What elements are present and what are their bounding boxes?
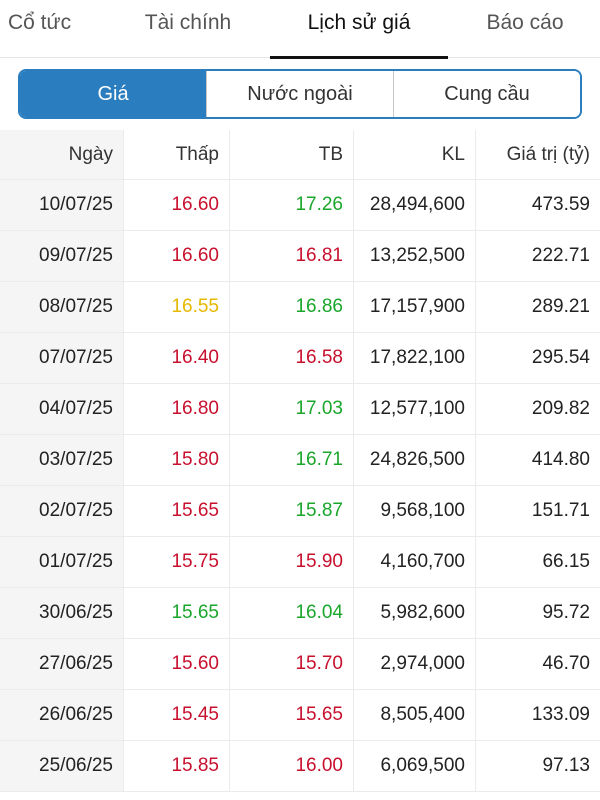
tab-dividends[interactable]: Cổ tức	[8, 11, 72, 34]
cell-volume: 13,252,500	[354, 231, 476, 281]
cell-average: 16.71	[230, 435, 354, 485]
cell-volume: 17,822,100	[354, 333, 476, 383]
cell-date: 08/07/25	[0, 282, 124, 332]
table-body: 10/07/25 16.60 17.26 28,494,600 473.59 09/07/…	[0, 180, 600, 792]
cell-average: 16.81	[230, 231, 354, 281]
cell-value: 473.59	[531, 194, 590, 215]
cell-average: 17.26	[230, 180, 354, 230]
cell-volume: 8,505,400	[354, 690, 476, 740]
cell-average: 16.58	[230, 333, 354, 383]
tab-reports[interactable]: Báo cáo	[486, 11, 564, 34]
cell-average: 15.90	[230, 537, 354, 587]
column-header-average: TB	[230, 130, 354, 179]
table-header-row: Ngày Thấp TB KL Giá trị (tỷ)	[0, 130, 600, 180]
table-row[interactable]: 26/06/25 15.45 15.65 8,505,400 133.09	[0, 690, 600, 741]
table-row[interactable]: 04/07/25 16.80 17.03 12,577,100 209.82	[0, 384, 600, 435]
cell-volume: 5,982,600	[354, 588, 476, 638]
cell-volume: 6,069,500	[354, 741, 476, 791]
cell-average: 17.03	[230, 384, 354, 434]
segmented-control: Giá Nước ngoài Cung cầu	[18, 69, 582, 119]
tab-price-history[interactable]: Lịch sử giá	[270, 0, 448, 59]
column-header-low: Thấp	[124, 130, 230, 179]
cell-low: 16.55	[124, 282, 230, 332]
cell-value: 151.71	[531, 500, 590, 521]
column-header-value: Giá trị (tỷ)	[506, 144, 590, 165]
cell-low: 15.80	[124, 435, 230, 485]
cell-average: 16.04	[230, 588, 354, 638]
cell-average: 16.86	[230, 282, 354, 332]
cell-low: 15.45	[124, 690, 230, 740]
cell-date: 04/07/25	[0, 384, 124, 434]
segment-price[interactable]: Giá	[20, 71, 206, 117]
segment-supply-demand[interactable]: Cung cầu	[393, 71, 580, 117]
column-header-volume: KL	[354, 130, 476, 179]
table-row[interactable]: 30/06/25 15.65 16.04 5,982,600 95.72	[0, 588, 600, 639]
cell-date: 27/06/25	[0, 639, 124, 689]
price-history-table: Ngày Thấp TB KL Giá trị (tỷ) 10/07/25 16.…	[0, 130, 600, 792]
cell-average: 15.65	[230, 690, 354, 740]
cell-volume: 17,157,900	[354, 282, 476, 332]
table-row[interactable]: 08/07/25 16.55 16.86 17,157,900 289.21	[0, 282, 600, 333]
table-row[interactable]: 07/07/25 16.40 16.58 17,822,100 295.54	[0, 333, 600, 384]
segment-foreign[interactable]: Nước ngoài	[206, 71, 393, 117]
cell-value: 46.70	[542, 653, 590, 674]
cell-volume: 9,568,100	[354, 486, 476, 536]
cell-volume: 4,160,700	[354, 537, 476, 587]
cell-average: 15.70	[230, 639, 354, 689]
cell-volume: 2,974,000	[354, 639, 476, 689]
cell-date: 01/07/25	[0, 537, 124, 587]
tab-price-history-label: Lịch sử giá	[307, 11, 411, 34]
tab-financials[interactable]: Tài chính	[144, 11, 232, 34]
top-tab-bar: Cổ tức Tài chính Lịch sử giá Báo cáo	[0, 0, 600, 59]
cell-volume: 24,826,500	[354, 435, 476, 485]
cell-date: 26/06/25	[0, 690, 124, 740]
cell-low: 16.60	[124, 180, 230, 230]
cell-date: 02/07/25	[0, 486, 124, 536]
cell-value: 289.21	[531, 296, 590, 317]
cell-value: 133.09	[531, 704, 590, 725]
cell-value: 295.54	[531, 347, 590, 368]
cell-value: 66.15	[542, 551, 590, 572]
cell-date: 03/07/25	[0, 435, 124, 485]
cell-date: 25/06/25	[0, 741, 124, 791]
cell-low: 16.60	[124, 231, 230, 281]
cell-date: 09/07/25	[0, 231, 124, 281]
table-row[interactable]: 10/07/25 16.60 17.26 28,494,600 473.59	[0, 180, 600, 231]
table-row[interactable]: 25/06/25 15.85 16.00 6,069,500 97.13	[0, 741, 600, 792]
cell-value: 209.82	[531, 398, 590, 419]
table-row[interactable]: 01/07/25 15.75 15.90 4,160,700 66.15	[0, 537, 600, 588]
cell-value: 97.13	[542, 755, 590, 776]
cell-volume: 28,494,600	[354, 180, 476, 230]
table-row[interactable]: 03/07/25 15.80 16.71 24,826,500 414.80	[0, 435, 600, 486]
table-row[interactable]: 09/07/25 16.60 16.81 13,252,500 222.71	[0, 231, 600, 282]
cell-low: 16.40	[124, 333, 230, 383]
table-row[interactable]: 27/06/25 15.60 15.70 2,974,000 46.70	[0, 639, 600, 690]
cell-low: 15.65	[124, 486, 230, 536]
table-row[interactable]: 02/07/25 15.65 15.87 9,568,100 151.71	[0, 486, 600, 537]
cell-average: 16.00	[230, 741, 354, 791]
cell-low: 15.65	[124, 588, 230, 638]
cell-date: 30/06/25	[0, 588, 124, 638]
cell-average: 15.87	[230, 486, 354, 536]
cell-low: 15.85	[124, 741, 230, 791]
cell-date: 07/07/25	[0, 333, 124, 383]
cell-value: 95.72	[542, 602, 590, 623]
cell-date: 10/07/25	[0, 180, 124, 230]
column-header-date: Ngày	[0, 130, 124, 179]
cell-low: 15.75	[124, 537, 230, 587]
cell-value: 414.80	[531, 449, 590, 470]
active-tab-underline	[270, 56, 448, 59]
cell-low: 16.80	[124, 384, 230, 434]
cell-low: 15.60	[124, 639, 230, 689]
cell-volume: 12,577,100	[354, 384, 476, 434]
cell-value: 222.71	[531, 245, 590, 266]
